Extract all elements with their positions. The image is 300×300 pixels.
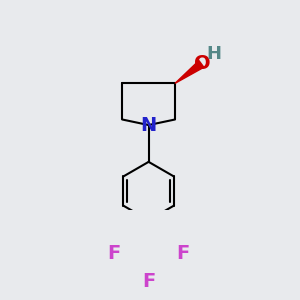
Text: F: F [107, 244, 121, 263]
Polygon shape [175, 61, 204, 83]
Text: H: H [206, 45, 221, 63]
Text: F: F [142, 272, 155, 291]
Text: F: F [177, 244, 190, 263]
Text: N: N [140, 116, 157, 134]
Text: O: O [194, 54, 211, 73]
